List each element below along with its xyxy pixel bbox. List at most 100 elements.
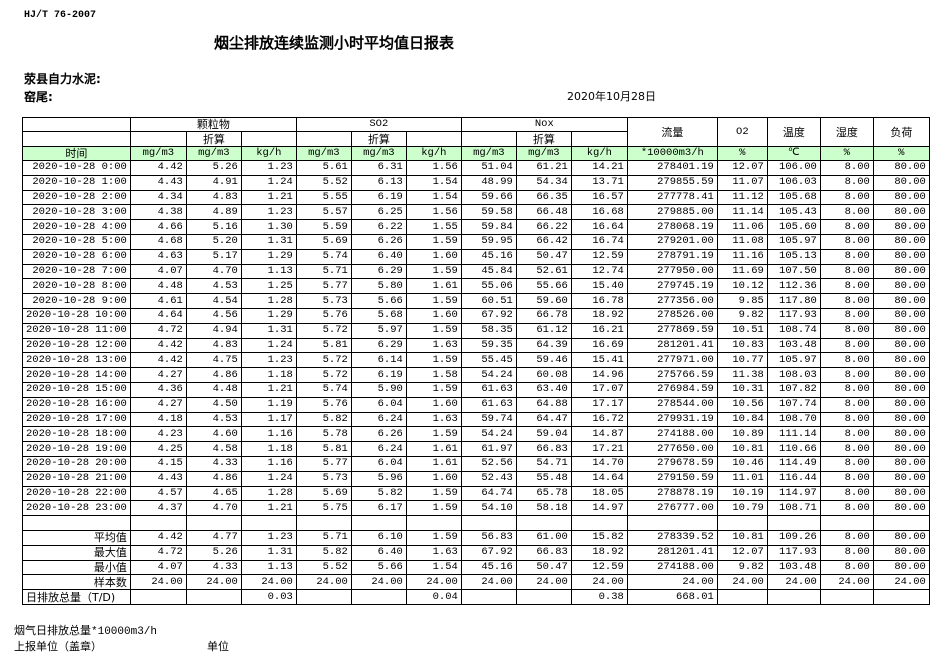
value-cell: 80.00 (872, 367, 930, 383)
value-cell: 5.26 (185, 160, 242, 176)
summary-label: 最小值 (22, 559, 131, 576)
value-cell: 6.19 (350, 367, 407, 383)
blank-cell (129, 515, 187, 531)
value-cell: 61.21 (515, 160, 572, 176)
header-time: 时间 (22, 146, 131, 161)
value-cell: 66.42 (515, 233, 572, 250)
value-cell: 10.84 (716, 411, 768, 428)
value-cell: 24.00 (240, 574, 297, 591)
value-cell: 1.63 (405, 411, 462, 428)
value-cell: 61.63 (460, 381, 517, 398)
value-cell: 24.00 (872, 574, 930, 591)
value-cell: 4.83 (185, 337, 242, 354)
value-cell: 17.17 (570, 396, 628, 413)
value-cell: 10.77 (716, 352, 768, 369)
value-cell: 4.56 (185, 307, 242, 324)
value-cell: 0.38 (570, 589, 628, 605)
value-cell: 1.54 (405, 559, 462, 576)
value-cell: 4.70 (185, 500, 242, 517)
value-cell: 1.54 (405, 189, 462, 206)
value-cell: 8.00 (819, 485, 874, 502)
value-cell: 11.16 (716, 248, 768, 265)
value-cell: 6.26 (350, 426, 407, 443)
value-cell: 106.00 (766, 160, 821, 176)
value-cell: 8.00 (819, 455, 874, 472)
value-cell: 80.00 (872, 544, 930, 561)
value-cell: 80.00 (872, 189, 930, 206)
value-cell: 80.00 (872, 204, 930, 221)
header-converted: 折算 (185, 131, 242, 147)
value-cell: 107.50 (766, 263, 821, 280)
value-cell: 59.74 (460, 411, 517, 428)
time-cell: 2020-10-28 13:00 (22, 352, 131, 369)
unit-cell: mg/m3 (129, 146, 187, 161)
value-cell: 1.61 (405, 455, 462, 472)
value-cell: 8.00 (819, 189, 874, 206)
value-cell: 1.31 (240, 322, 297, 339)
value-cell: 80.00 (872, 411, 930, 428)
value-cell: 277971.00 (626, 352, 718, 369)
value-cell: 1.59 (405, 233, 462, 250)
value-cell: 80.00 (872, 441, 930, 457)
value-cell: 11.06 (716, 219, 768, 235)
unit-cell: % (872, 146, 930, 161)
unit-cell: mg/m3 (295, 146, 352, 161)
value-cell: 4.57 (129, 485, 187, 502)
value-cell: 117.80 (766, 293, 821, 309)
value-cell: 5.69 (295, 485, 352, 502)
value-cell: 106.03 (766, 174, 821, 191)
header-flow: 流量 (626, 117, 718, 147)
value-cell: 5.82 (350, 485, 407, 502)
value-cell: 4.72 (129, 322, 187, 339)
standard-code: HJ/T 76-2007 (24, 10, 97, 21)
value-cell: 111.14 (766, 426, 821, 443)
table-row: 2020-10-28 23:00 4.37 4.70 1.21 5.75 6.17 1.59… (22, 500, 930, 517)
value-cell: 6.31 (350, 160, 407, 176)
header-temperature: 温度 (766, 117, 821, 147)
value-cell (460, 589, 517, 605)
value-cell: 80.00 (872, 470, 930, 487)
summary-row: 最小值 4.07 4.33 1.13 5.52 5.66 1.54 45.16 50.47 12.… (22, 559, 930, 576)
value-cell: 66.78 (515, 307, 572, 324)
value-cell: 4.50 (185, 396, 242, 413)
value-cell: 4.53 (185, 278, 242, 295)
value-cell: 59.58 (460, 204, 517, 221)
value-cell: 105.43 (766, 204, 821, 221)
value-cell: 4.42 (129, 337, 187, 354)
value-cell: 6.24 (350, 411, 407, 428)
value-cell: 67.92 (460, 544, 517, 561)
value-cell: 13.71 (570, 174, 628, 191)
blank-cell (872, 515, 930, 531)
value-cell: 276777.00 (626, 500, 718, 517)
value-cell: 4.83 (185, 189, 242, 206)
group-so2: SO2 (295, 117, 462, 132)
value-cell: 277650.00 (626, 441, 718, 457)
value-cell (185, 589, 242, 605)
time-cell: 2020-10-28 12:00 (22, 337, 131, 354)
value-cell: 80.00 (872, 426, 930, 443)
value-cell: 16.72 (570, 411, 628, 428)
value-cell: 10.81 (716, 529, 768, 546)
value-cell: 11.69 (716, 263, 768, 280)
value-cell: 80.00 (872, 219, 930, 235)
value-cell: 1.24 (240, 470, 297, 487)
blank-cell (570, 515, 628, 531)
table-row: 2020-10-28 0:00 4.42 5.26 1.23 5.61 6.31 1.56 5… (22, 160, 930, 176)
blank-cell (22, 131, 131, 147)
value-cell: 66.83 (515, 441, 572, 457)
time-cell: 2020-10-28 3:00 (22, 204, 131, 221)
value-cell: 1.17 (240, 411, 297, 428)
value-cell: 4.68 (129, 233, 187, 250)
value-cell: 1.19 (240, 396, 297, 413)
value-cell: 14.87 (570, 426, 628, 443)
value-cell: 5.74 (295, 248, 352, 265)
value-cell: 48.99 (460, 174, 517, 191)
value-cell: 6.29 (350, 263, 407, 280)
time-cell: 2020-10-28 21:00 (22, 470, 131, 487)
value-cell: 5.73 (295, 293, 352, 309)
value-cell: 58.18 (515, 500, 572, 517)
value-cell: 4.54 (185, 293, 242, 309)
value-cell: 8.00 (819, 500, 874, 517)
value-cell: 10.56 (716, 396, 768, 413)
value-cell: 8.00 (819, 293, 874, 309)
